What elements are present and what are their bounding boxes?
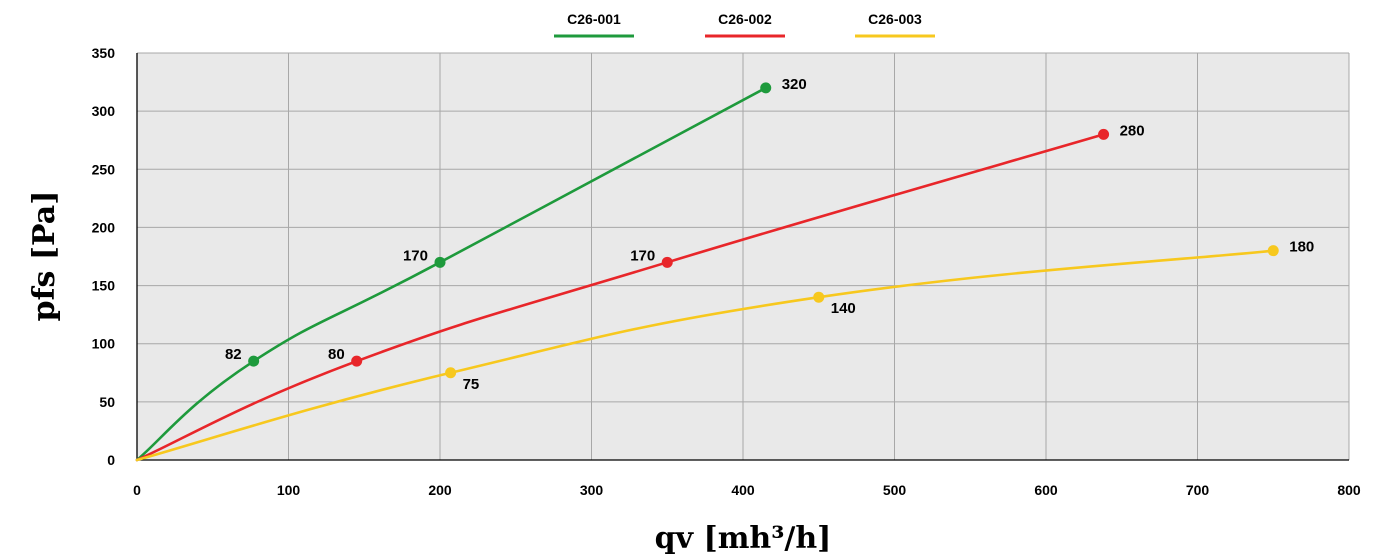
x-tick-label: 600 [1034,482,1058,498]
data-point [1098,128,1110,140]
x-tick-label: 0 [133,482,141,498]
data-labels: 82 170 320 80 170 280 75 140 180 [225,76,1314,393]
data-label: 320 [782,76,807,93]
y-axis-title: pfs [Pa] [27,191,62,322]
x-axis-title: qv [mh³/h] [655,521,832,554]
x-tick-label: 500 [883,482,907,498]
y-tick-label: 150 [92,278,116,294]
series-line [135,86,768,462]
y-tick-label: 50 [99,394,115,410]
x-tick-label: 400 [731,482,755,498]
legend-label: C26-002 [718,11,772,27]
data-label: 140 [831,300,856,317]
x-tick-label: 100 [277,482,301,498]
series-points [248,82,1279,379]
y-tick-label: 350 [92,45,116,61]
data-label: 280 [1120,122,1145,139]
x-tick-label: 200 [428,482,452,498]
y-tick-label: 200 [92,219,116,235]
data-point [248,355,260,367]
axes: 0 100 200 300 400 500 600 700 800 0 50 100 150 200 250… [92,45,1361,498]
legend-label: C26-003 [868,11,922,27]
data-label: 180 [1289,239,1314,256]
series-line [135,249,1275,462]
x-tick-label: 700 [1186,482,1210,498]
data-point [813,291,825,303]
y-tick-label: 300 [92,103,116,119]
x-tick-label: 300 [580,482,604,498]
data-point [434,256,446,268]
data-point [445,367,457,379]
data-label: 82 [225,346,242,363]
series-line [135,133,1105,462]
data-label: 80 [328,346,345,363]
y-tick-label: 250 [92,161,116,177]
legend-label: C26-001 [567,11,621,27]
data-point [1267,245,1279,257]
y-tick-label: 100 [92,336,116,352]
legend: C26-001 C26-002 C26-003 [554,11,935,38]
data-label: 170 [630,247,655,264]
data-point [351,355,363,367]
data-label: 170 [403,247,428,264]
data-point [760,82,772,94]
series-lines [135,86,1275,462]
y-tick-label: 0 [107,452,115,468]
data-label: 75 [463,376,480,393]
x-tick-label: 800 [1337,482,1361,498]
data-point [661,256,673,268]
